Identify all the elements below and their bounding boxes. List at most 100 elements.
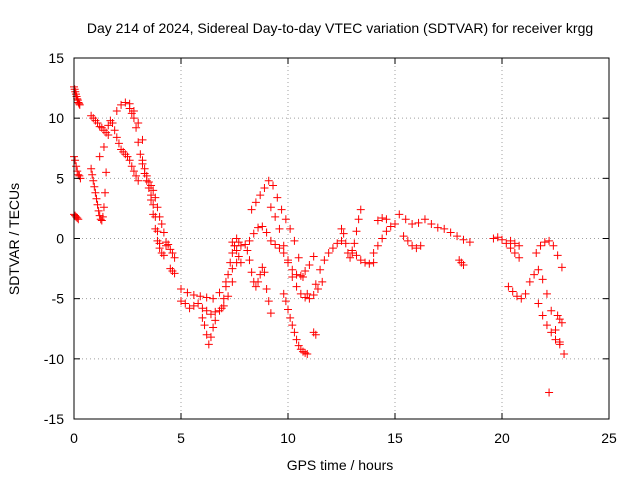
series-arc4 xyxy=(87,111,143,185)
data-point xyxy=(303,350,312,359)
data-point xyxy=(91,188,100,197)
series-outlier xyxy=(545,388,554,397)
data-point xyxy=(202,330,211,339)
data-point xyxy=(352,251,361,260)
data-point xyxy=(138,135,147,144)
data-point xyxy=(155,212,164,221)
data-point xyxy=(224,292,233,301)
series-arc18 xyxy=(245,222,318,280)
data-point xyxy=(157,220,166,229)
data-point xyxy=(170,253,179,262)
data-point xyxy=(211,316,220,325)
y-tick-label: -5 xyxy=(52,291,65,307)
series-arc28 xyxy=(395,210,474,247)
y-tick-label: 5 xyxy=(56,170,64,186)
data-point xyxy=(149,210,158,219)
data-point xyxy=(281,215,290,224)
x-tick-label: 0 xyxy=(70,430,78,446)
y-tick-label: 0 xyxy=(56,231,64,247)
series-arc27 xyxy=(373,214,391,225)
data-point xyxy=(177,285,185,294)
data-point xyxy=(159,251,168,260)
data-point xyxy=(309,291,318,300)
data-point xyxy=(209,294,218,303)
data-point xyxy=(112,106,121,115)
data-point xyxy=(90,182,99,191)
data-point xyxy=(95,122,104,131)
data-point xyxy=(243,246,252,255)
data-point xyxy=(557,263,566,272)
data-point xyxy=(549,241,558,250)
data-point xyxy=(517,294,526,303)
data-point xyxy=(414,218,423,227)
data-point xyxy=(502,239,511,248)
data-point xyxy=(286,313,295,322)
data-point xyxy=(247,268,256,277)
data-point xyxy=(254,277,263,286)
data-point xyxy=(378,234,387,243)
data-point xyxy=(465,238,474,247)
data-point xyxy=(540,238,549,247)
data-point xyxy=(149,186,158,195)
data-point xyxy=(534,265,543,274)
data-point xyxy=(147,195,156,204)
data-point xyxy=(198,304,207,313)
series-arc12 xyxy=(177,241,245,319)
data-point xyxy=(292,335,301,344)
data-point xyxy=(352,227,361,236)
series-arc25 xyxy=(348,246,378,268)
data-point xyxy=(177,297,185,306)
data-point xyxy=(560,350,569,359)
series-arc14 xyxy=(198,313,220,349)
data-point xyxy=(202,306,211,315)
series-arc29 xyxy=(399,232,425,253)
series-arc34 xyxy=(532,236,566,272)
y-tick-label: -10 xyxy=(44,351,64,367)
series-arc1 xyxy=(70,82,84,109)
data-point xyxy=(251,198,260,207)
data-point xyxy=(301,266,310,275)
data-point xyxy=(298,273,307,282)
data-point xyxy=(241,240,250,249)
data-point xyxy=(333,239,342,248)
data-point xyxy=(136,150,145,159)
data-point xyxy=(262,228,271,237)
data-point xyxy=(350,239,359,248)
data-point xyxy=(258,222,267,231)
data-point xyxy=(339,229,348,238)
data-point xyxy=(277,205,286,214)
series-arc30 xyxy=(455,256,468,269)
data-point xyxy=(206,333,215,342)
data-point xyxy=(273,193,282,202)
series-arc31 xyxy=(489,233,524,262)
data-point xyxy=(181,299,190,308)
data-point xyxy=(288,273,297,282)
data-point xyxy=(311,330,320,339)
data-point xyxy=(305,260,314,269)
data-point xyxy=(151,224,160,233)
series-arc5 xyxy=(87,164,111,225)
data-point xyxy=(382,227,391,236)
data-point xyxy=(73,214,82,223)
data-point xyxy=(110,126,119,135)
data-point xyxy=(328,244,337,253)
data-point xyxy=(99,143,108,152)
data-point xyxy=(204,340,213,349)
data-point xyxy=(198,313,207,322)
data-point xyxy=(153,236,162,245)
data-point xyxy=(275,224,284,233)
data-point xyxy=(251,282,260,291)
data-point xyxy=(532,248,541,257)
series-arc21 xyxy=(279,289,312,359)
data-point xyxy=(412,244,421,253)
data-point xyxy=(356,205,365,214)
data-point xyxy=(369,258,378,267)
data-point xyxy=(288,265,297,274)
data-point xyxy=(271,240,280,249)
data-point xyxy=(547,306,556,315)
data-point xyxy=(155,244,164,253)
data-point xyxy=(92,194,101,203)
data-point xyxy=(134,138,143,147)
data-point xyxy=(281,297,290,306)
data-point xyxy=(551,325,560,334)
